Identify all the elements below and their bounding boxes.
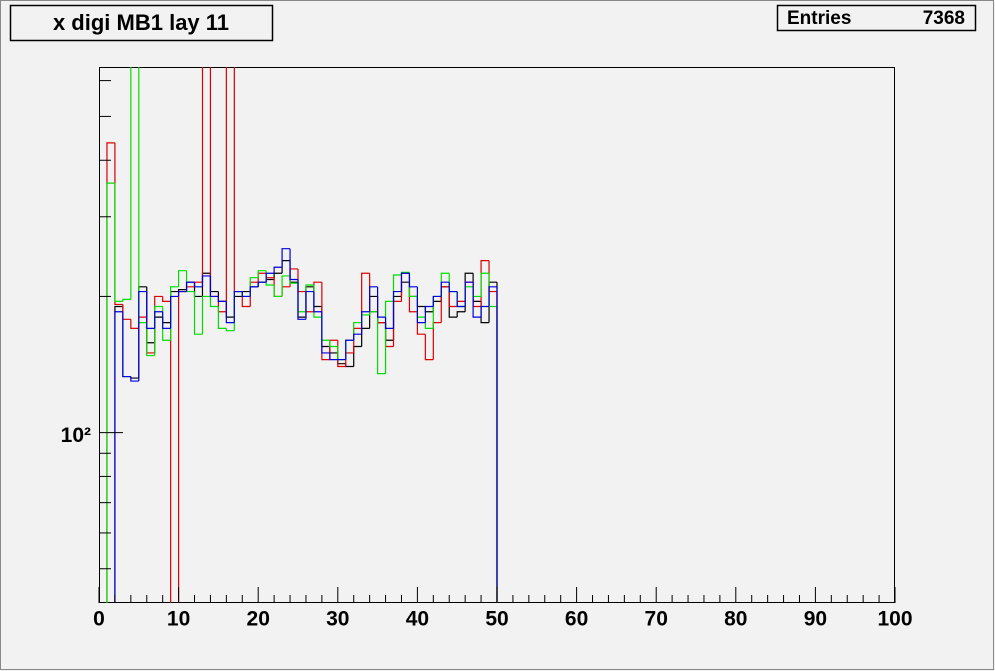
histogram-bin: [281, 248, 291, 268]
x-tick-label: 40: [406, 608, 429, 631]
histogram-bin: [209, 296, 219, 308]
histogram-bin: [448, 282, 458, 293]
histogram-bin: [170, 295, 179, 329]
stats-label: Entries: [787, 8, 851, 29]
histogram-bin: [162, 311, 171, 329]
stats-box: [776, 4, 977, 32]
histogram-bin: [185, 281, 195, 292]
histogram-bin: [480, 272, 490, 297]
histogram-bin: [416, 286, 426, 324]
histogram-bin: [432, 295, 442, 307]
histogram-bin: [233, 290, 243, 323]
stats-value: 7368: [923, 8, 965, 29]
histogram-bin: [488, 286, 497, 307]
histogram-bin: [496, 286, 498, 603]
histogram-bin: [122, 311, 131, 378]
histogram-bin: [201, 295, 211, 335]
histogram-bin: [130, 376, 139, 382]
x-tick-label: 30: [326, 608, 349, 631]
x-tick-label: 80: [724, 608, 747, 631]
histogram-bin: [225, 328, 235, 332]
histogram-bin: [345, 339, 354, 360]
histogram-bin: [114, 311, 123, 603]
x-tick-label: 60: [565, 608, 588, 631]
histogram-bin: [361, 311, 370, 335]
x-tick-label: 20: [247, 608, 270, 631]
histogram-bin: [369, 286, 378, 312]
histogram-bin: [178, 289, 187, 292]
axes: 0 10 20 30 40 50 60 70 80 90 100 10²: [61, 80, 913, 631]
histogram-bin: [138, 290, 147, 382]
x-tick-label: 50: [485, 608, 508, 631]
histogram-bin: [130, 319, 139, 329]
histogram-bin: [265, 272, 275, 283]
histogram-bin: [154, 305, 163, 356]
histogram-bin: [472, 282, 482, 318]
histogram-bin: [162, 296, 171, 302]
x-tick-label: 0: [93, 608, 105, 631]
histogram-bin: [313, 291, 322, 313]
histogram-bin: [361, 272, 370, 329]
histogram-bin: [273, 266, 283, 274]
histogram-bin: [281, 275, 291, 297]
histograms: [106, 67, 498, 603]
histogram-bin: [225, 67, 227, 312]
chart-title: x digi MB1 lay 11: [53, 10, 229, 35]
histogram-bin: [217, 296, 227, 302]
histogram-bin: [392, 290, 402, 329]
histogram-bin: [146, 322, 155, 357]
histogram-bin: [329, 352, 338, 361]
histogram-bin: [408, 273, 418, 288]
x-tick-label: 100: [877, 608, 912, 631]
histogram-bin: [193, 291, 203, 335]
histogram-bin: [193, 282, 203, 288]
histogram-bin: [440, 281, 450, 297]
histogram-bin: [297, 279, 306, 320]
histogram-bin: [106, 182, 115, 603]
histogram-bin: [480, 305, 490, 318]
histogram-bin: [384, 300, 394, 374]
histogram-bin: [329, 340, 338, 348]
histogram-bin: [353, 333, 362, 341]
histogram-bin: [257, 281, 267, 287]
histogram-bin: [178, 290, 187, 297]
histogram-bin: [384, 317, 394, 329]
histogram-bin: [249, 286, 259, 297]
histogram-bin: [257, 270, 267, 278]
histogram-bin: [217, 306, 227, 329]
histogram-bin: [424, 305, 434, 323]
y-tick-label: 10²: [61, 424, 91, 447]
histogram-bin: [289, 248, 298, 281]
title-box: [9, 4, 274, 42]
histogram-bin: [448, 286, 458, 308]
x-tick-label: 10: [167, 608, 190, 631]
histogram-bin: [377, 311, 386, 375]
histogram-bin: [321, 282, 330, 361]
x-tick-label: 70: [645, 608, 668, 631]
histogram-bin: [305, 290, 314, 320]
histogram-bin: [122, 298, 131, 302]
histogram-bin: [114, 183, 123, 302]
histogram-bin: [241, 291, 251, 298]
histogram-bin: [225, 301, 235, 324]
histogram-bin: [201, 67, 204, 283]
histogram-bin: [464, 281, 474, 307]
histogram-bin: [321, 311, 330, 354]
histogram-bin: [209, 275, 219, 298]
histogram-bin: [456, 291, 466, 308]
histogram-bin: [178, 270, 187, 287]
x-tick-label: 90: [804, 608, 827, 631]
histogram-bin: [400, 272, 410, 292]
histogram-bin: [424, 334, 434, 361]
histogram-bin: [201, 275, 211, 287]
histogram-bin: [456, 311, 466, 318]
histogram-bin: [170, 301, 172, 603]
histogram-bin: [154, 311, 163, 329]
histogram-bin: [273, 284, 283, 298]
histogram-bin: [130, 67, 132, 300]
histogram-bin: [377, 286, 386, 318]
histogram-bin: [146, 291, 155, 329]
